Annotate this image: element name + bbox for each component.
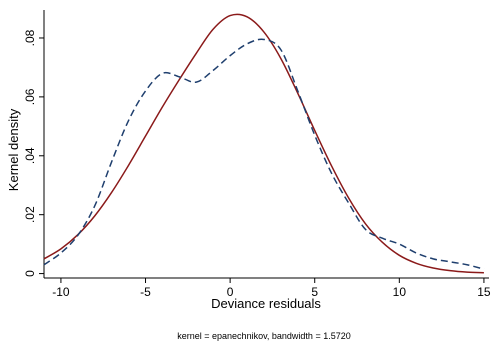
x-tick-label: 0	[227, 285, 234, 299]
solid-density-line	[43, 13, 484, 274]
x-tick-label: -10	[52, 285, 70, 299]
x-axis-title: Deviance residuals	[211, 296, 321, 311]
y-axis-title: Kernel density	[6, 108, 21, 191]
y-tick-label: 0	[23, 270, 37, 277]
dashed-density-line	[43, 38, 485, 270]
x-tick-label: -5	[140, 285, 151, 299]
y-tick-label: .06	[23, 88, 37, 105]
x-tick-label: 5	[311, 285, 318, 299]
y-tick-label: .02	[23, 206, 37, 223]
y-tick-label: .08	[23, 29, 37, 46]
x-tick-label: 10	[393, 285, 407, 299]
chart-note: kernel = epanechnikov, bandwidth = 1.572…	[177, 331, 350, 341]
axes: -10 -5 0 5 10 15 0 .02 .04 .06 .08	[23, 10, 491, 299]
x-tick-label: 15	[477, 285, 491, 299]
y-tick-label: .04	[23, 147, 37, 164]
series-lines	[43, 13, 485, 274]
